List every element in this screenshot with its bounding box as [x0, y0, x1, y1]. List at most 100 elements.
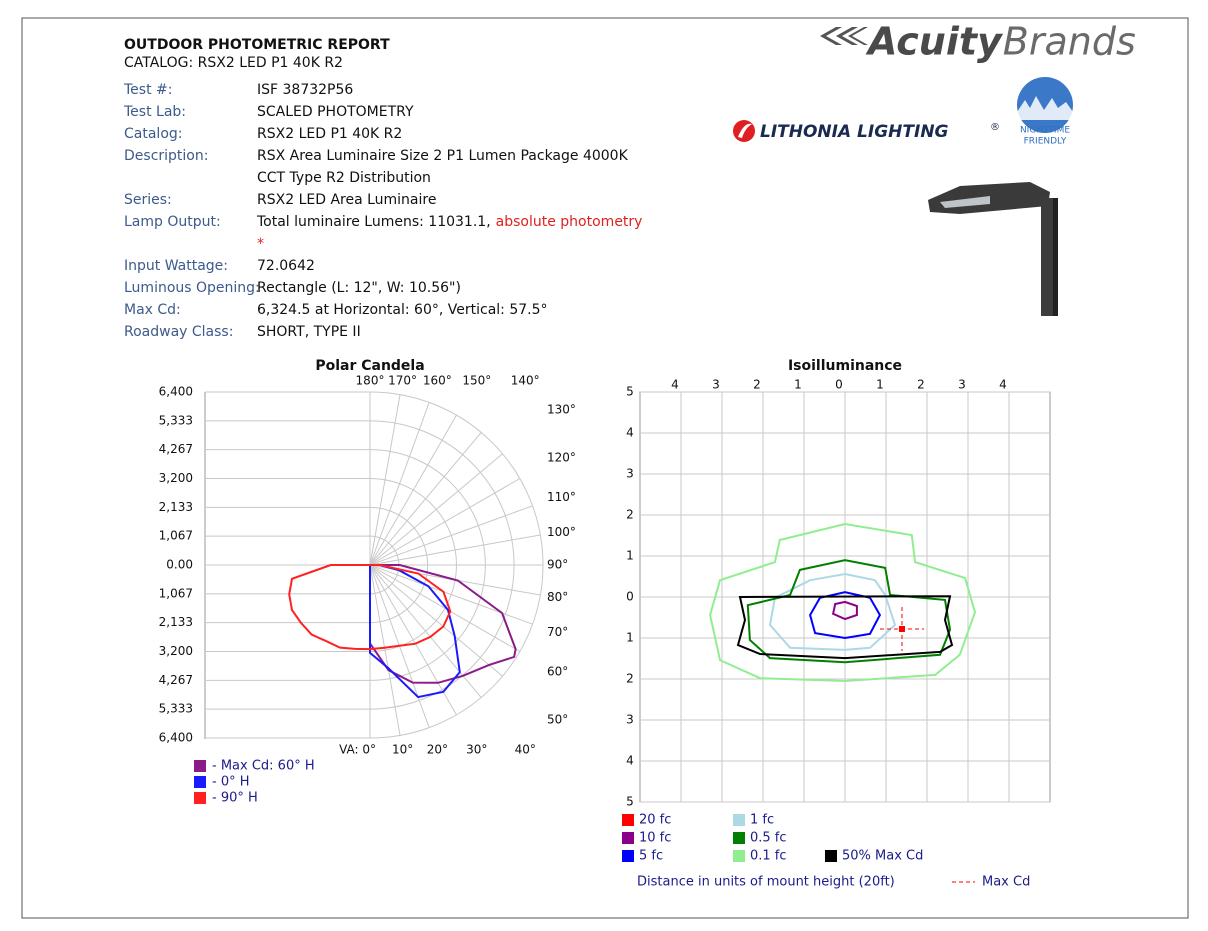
legend-swatch [622, 832, 634, 844]
x-tick-label: 3 [958, 378, 966, 392]
angle-label: 140° [511, 374, 540, 388]
y-tick-label: 4,267 [159, 442, 193, 456]
y-tick-label: 3 [626, 713, 634, 727]
angle-label: 80° [547, 590, 568, 604]
angle-label: VA: 0° [339, 743, 376, 757]
angle-label: 180° [356, 374, 385, 388]
info-value: Rectangle (L: 12", W: 10.56") [257, 280, 461, 296]
x-tick-label: 2 [753, 378, 761, 392]
info-label: Roadway Class: [124, 324, 233, 340]
y-tick-label: 4 [626, 426, 634, 440]
angle-label: 10° [392, 743, 413, 757]
info-value: RSX Area Luminaire Size 2 P1 Lumen Packa… [257, 148, 629, 164]
legend-label: 50% Max Cd [842, 849, 923, 864]
catalog: CATALOG: RSX2 LED P1 40K R2 [124, 55, 343, 71]
y-tick-label: 0 [626, 590, 634, 604]
y-tick-label: 1 [626, 631, 634, 645]
info-label: Series: [124, 192, 172, 208]
luminaire-image [928, 182, 1058, 316]
info-label: Max Cd: [124, 302, 181, 318]
angle-label: 20° [427, 743, 448, 757]
legend-swatch [622, 814, 634, 826]
registered: ® [990, 122, 1000, 133]
y-tick-label: 5 [626, 795, 634, 809]
angle-label: 100° [547, 525, 576, 539]
x-tick-label: 3 [712, 378, 720, 392]
x-tick-label: 2 [917, 378, 925, 392]
polar-title: Polar Candela [315, 358, 424, 374]
page: OUTDOOR PHOTOMETRIC REPORT CATALOG: RSX2… [0, 0, 1208, 931]
y-tick-label: 5,333 [159, 702, 193, 716]
y-tick-label: 1,067 [159, 586, 193, 600]
acuity-mark [820, 27, 868, 45]
legend-swatch [622, 850, 634, 862]
candela-curve [370, 565, 460, 697]
x-tick-label: 1 [794, 378, 802, 392]
y-tick-label: 5,333 [159, 413, 193, 427]
y-tick-label: 0.00 [166, 558, 193, 572]
info-value: CCT Type R2 Distribution [257, 170, 431, 186]
x-tick-label: 0 [835, 378, 843, 392]
info-label: Catalog: [124, 126, 182, 142]
angle-label: 40° [515, 743, 536, 757]
badge-text: FRIENDLY [1024, 137, 1067, 147]
legend-label: - 90° H [212, 791, 258, 806]
angle-label: 110° [547, 490, 576, 504]
legend-swatch [194, 792, 206, 804]
info-label: Description: [124, 148, 208, 164]
legend-label: - Max Cd: 60° H [212, 759, 315, 774]
info-note: * [257, 236, 264, 252]
y-tick-label: 4,267 [159, 673, 193, 687]
brand-bold: Acuity [865, 20, 1004, 64]
legend-label: - 0° H [212, 775, 250, 790]
legend-label: 10 fc [639, 831, 671, 846]
angle-label: 60° [547, 664, 568, 678]
iso-caption: Distance in units of mount height (20ft) [637, 875, 895, 890]
legend-label: Max Cd [982, 875, 1030, 890]
angle-label: 150° [462, 374, 491, 388]
info-label: Test Lab: [123, 104, 186, 120]
angle-label: 120° [547, 451, 576, 465]
info-value: RSX2 LED Area Luminaire [257, 192, 436, 208]
report: OUTDOOR PHOTOMETRIC REPORT CATALOG: RSX2… [0, 0, 1208, 931]
max-cd-point [899, 626, 905, 632]
info-value: 72.0642 [257, 258, 315, 274]
angle-label: 90° [547, 558, 568, 572]
angle-label: 70° [547, 625, 568, 639]
angle-label: 30° [466, 743, 487, 757]
legend-swatch [733, 832, 745, 844]
info-label: Lamp Output: [124, 214, 221, 230]
badge-text: NIGHTTIME [1020, 126, 1070, 136]
legend-label: 20 fc [639, 813, 671, 828]
brand-light: Brands [1003, 20, 1136, 64]
y-tick-label: 1,067 [159, 529, 193, 543]
info-label: Input Wattage: [124, 258, 228, 274]
y-tick-label: 3 [626, 467, 634, 481]
angle-label: 160° [423, 374, 452, 388]
legend-swatch [825, 850, 837, 862]
x-tick-label: 4 [671, 378, 679, 392]
info-value: Total luminaire Lumens: 11031.1, [256, 214, 491, 230]
y-tick-label: 1 [626, 549, 634, 563]
y-tick-label: 4 [626, 754, 634, 768]
iso-title: Isoilluminance [788, 358, 902, 374]
info-label: Test #: [123, 82, 172, 98]
y-tick-label: 3,200 [159, 471, 193, 485]
info-label: Luminous Opening: [124, 280, 260, 296]
x-tick-label: 4 [999, 378, 1007, 392]
info-note: absolute photometry [496, 214, 643, 230]
legend-label: 0.5 fc [750, 831, 787, 846]
angle-label: 170° [388, 374, 417, 388]
legend-swatch [194, 776, 206, 788]
y-tick-label: 2 [626, 508, 634, 522]
info-value: SCALED PHOTOMETRY [257, 104, 414, 120]
lithonia-name: LITHONIA LIGHTING [760, 122, 949, 142]
info-value: SHORT, TYPE II [257, 324, 361, 340]
y-tick-label: 3,200 [159, 644, 193, 658]
y-tick-label: 5 [626, 385, 634, 399]
legend-label: 1 fc [750, 813, 774, 828]
legend-label: 0.1 fc [750, 849, 787, 864]
legend-label: 5 fc [639, 849, 663, 864]
y-tick-label: 6,400 [159, 731, 193, 745]
info-value: RSX2 LED P1 40K R2 [257, 126, 402, 142]
